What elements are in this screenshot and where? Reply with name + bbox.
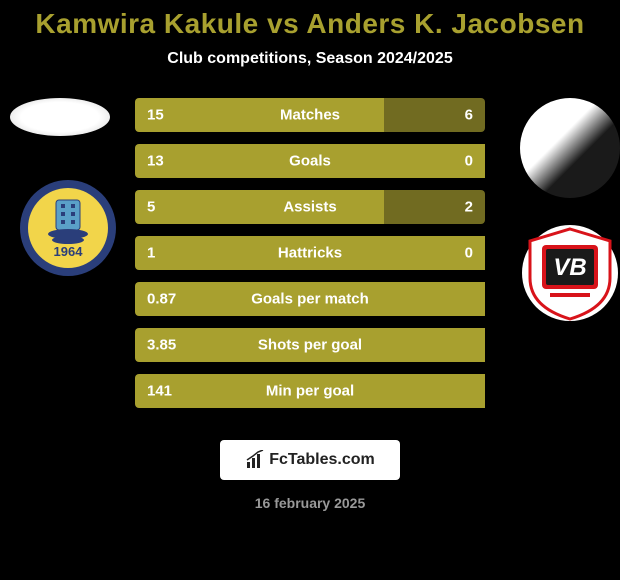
stat-label: Goals per match xyxy=(251,291,369,308)
brand-text: FcTables.com xyxy=(269,451,375,469)
comparison-subtitle: Club competitions, Season 2024/2025 xyxy=(0,50,620,68)
stat-value-left: 3.85 xyxy=(147,337,176,354)
footer-date: 16 february 2025 xyxy=(255,495,366,511)
stat-label: Assists xyxy=(283,199,336,216)
stat-bar-left xyxy=(135,190,384,224)
stat-row: 5 2 Assists xyxy=(135,190,485,224)
stat-value-left: 0.87 xyxy=(147,291,176,308)
club-right-badge: VB xyxy=(520,223,620,323)
stat-row: 15 6 Matches xyxy=(135,98,485,132)
comparison-title: Kamwira Kakule vs Anders K. Jacobsen xyxy=(0,0,620,40)
stat-label: Goals xyxy=(289,153,331,170)
stat-label: Shots per goal xyxy=(258,337,362,354)
stat-value-right: 0 xyxy=(465,245,473,262)
player-left-avatar xyxy=(10,98,110,136)
stat-value-left: 141 xyxy=(147,383,172,400)
badge-right-letters: VB xyxy=(553,254,586,281)
stat-bar-left xyxy=(135,98,384,132)
player-right-avatar xyxy=(520,98,620,198)
club-left-badge: 1964 xyxy=(18,178,118,278)
stat-value-left: 5 xyxy=(147,199,155,216)
stat-row: 3.85 Shots per goal xyxy=(135,328,485,362)
stat-row: 1 0 Hattricks xyxy=(135,236,485,270)
stat-row: 13 0 Goals xyxy=(135,144,485,178)
stat-value-right: 6 xyxy=(465,107,473,124)
stat-bars-container: 15 6 Matches 13 0 Goals 5 2 Assists 1 0 Hattricks 0.… xyxy=(135,98,485,420)
stat-value-right: 2 xyxy=(465,199,473,216)
stat-row: 141 Min per goal xyxy=(135,374,485,408)
stats-area: 1964 VB 15 6 Matches 13 0 Goals 5 2 Assists 1 0 Hat… xyxy=(0,98,620,428)
stat-value-left: 1 xyxy=(147,245,155,262)
stat-value-left: 13 xyxy=(147,153,164,170)
badge-left-year: 1964 xyxy=(54,244,84,259)
stat-label: Hattricks xyxy=(278,245,342,262)
brand-logo[interactable]: FcTables.com xyxy=(220,440,400,480)
stat-row: 0.87 Goals per match xyxy=(135,282,485,316)
stat-label: Min per goal xyxy=(266,383,354,400)
stat-label: Matches xyxy=(280,107,340,124)
stat-value-left: 15 xyxy=(147,107,164,124)
chart-icon xyxy=(245,450,265,470)
stat-value-right: 0 xyxy=(465,153,473,170)
